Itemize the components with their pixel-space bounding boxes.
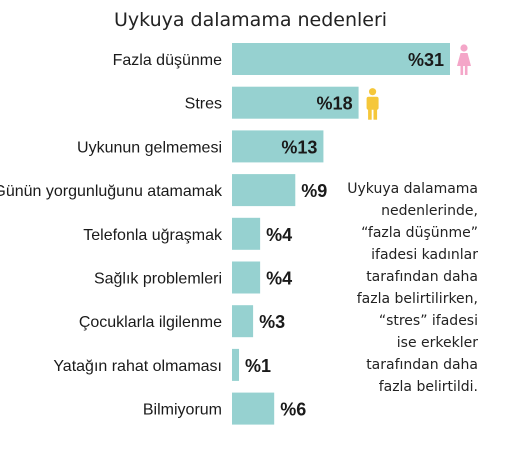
value-label-saglik-problemleri: %4 bbox=[266, 269, 292, 289]
category-label-yatagin-rahat-olmamasi: Yatağın rahat olmaması bbox=[53, 358, 222, 375]
bar-bilmiyorum bbox=[232, 392, 275, 425]
woman-icon bbox=[457, 44, 471, 75]
man-icon bbox=[366, 88, 379, 120]
category-label-fazla-dusunme: Fazla düşünme bbox=[113, 52, 222, 69]
value-label-fazla-dusunme: %31 bbox=[408, 50, 444, 70]
category-label-saglik-problemleri: Sağlık problemleri bbox=[94, 271, 222, 288]
bars-group: Fazla düşünme %31 Stres %18 Uykunun gelmemes… bbox=[0, 43, 471, 425]
bar-yatagin-rahat-olmamasi bbox=[232, 348, 240, 381]
category-label-stres: Stres bbox=[185, 96, 222, 113]
annotation-note: Uykuya dalamama nedenlerinde, “fazla düş… bbox=[347, 181, 478, 395]
value-label-telefonla-ugrasmak: %4 bbox=[266, 225, 292, 245]
value-label-cocuklarla-ilgilenme: %3 bbox=[259, 312, 285, 332]
value-label-yatagin-rahat-olmamasi: %1 bbox=[245, 356, 271, 376]
bar-fazla-dusunme bbox=[232, 43, 450, 75]
bar-telefonla-ugrasmak bbox=[232, 217, 261, 250]
category-label-bilmiyorum: Bilmiyorum bbox=[143, 402, 222, 419]
value-label-uykunun-gelmemesi: %13 bbox=[281, 137, 317, 157]
bar-gunun-yorgunlugunu-atamamak bbox=[232, 174, 296, 207]
value-label-stres: %18 bbox=[317, 94, 353, 114]
category-label-telefonla-ugrasmak: Telefonla uğraşmak bbox=[83, 227, 223, 244]
category-label-uykunun-gelmemesi: Uykunun gelmemesi bbox=[77, 139, 222, 156]
bar-saglik-problemleri bbox=[232, 261, 261, 294]
bar-cocuklarla-ilgilenme bbox=[232, 305, 254, 338]
category-label-cocuklarla-ilgilenme: Çocuklarla ilgilenme bbox=[79, 314, 222, 331]
value-label-bilmiyorum: %6 bbox=[280, 400, 306, 420]
bar-uykunun-gelmemesi bbox=[232, 130, 324, 163]
category-label-gunun-yorgunlugunu-atamamak: Günün yorgunluğunu atamamak bbox=[0, 183, 223, 200]
value-label-gunun-yorgunlugunu-atamamak: %9 bbox=[301, 181, 327, 201]
chart-title: Uykuya dalamama nedenleri bbox=[114, 9, 387, 31]
bar-stres bbox=[232, 86, 359, 119]
